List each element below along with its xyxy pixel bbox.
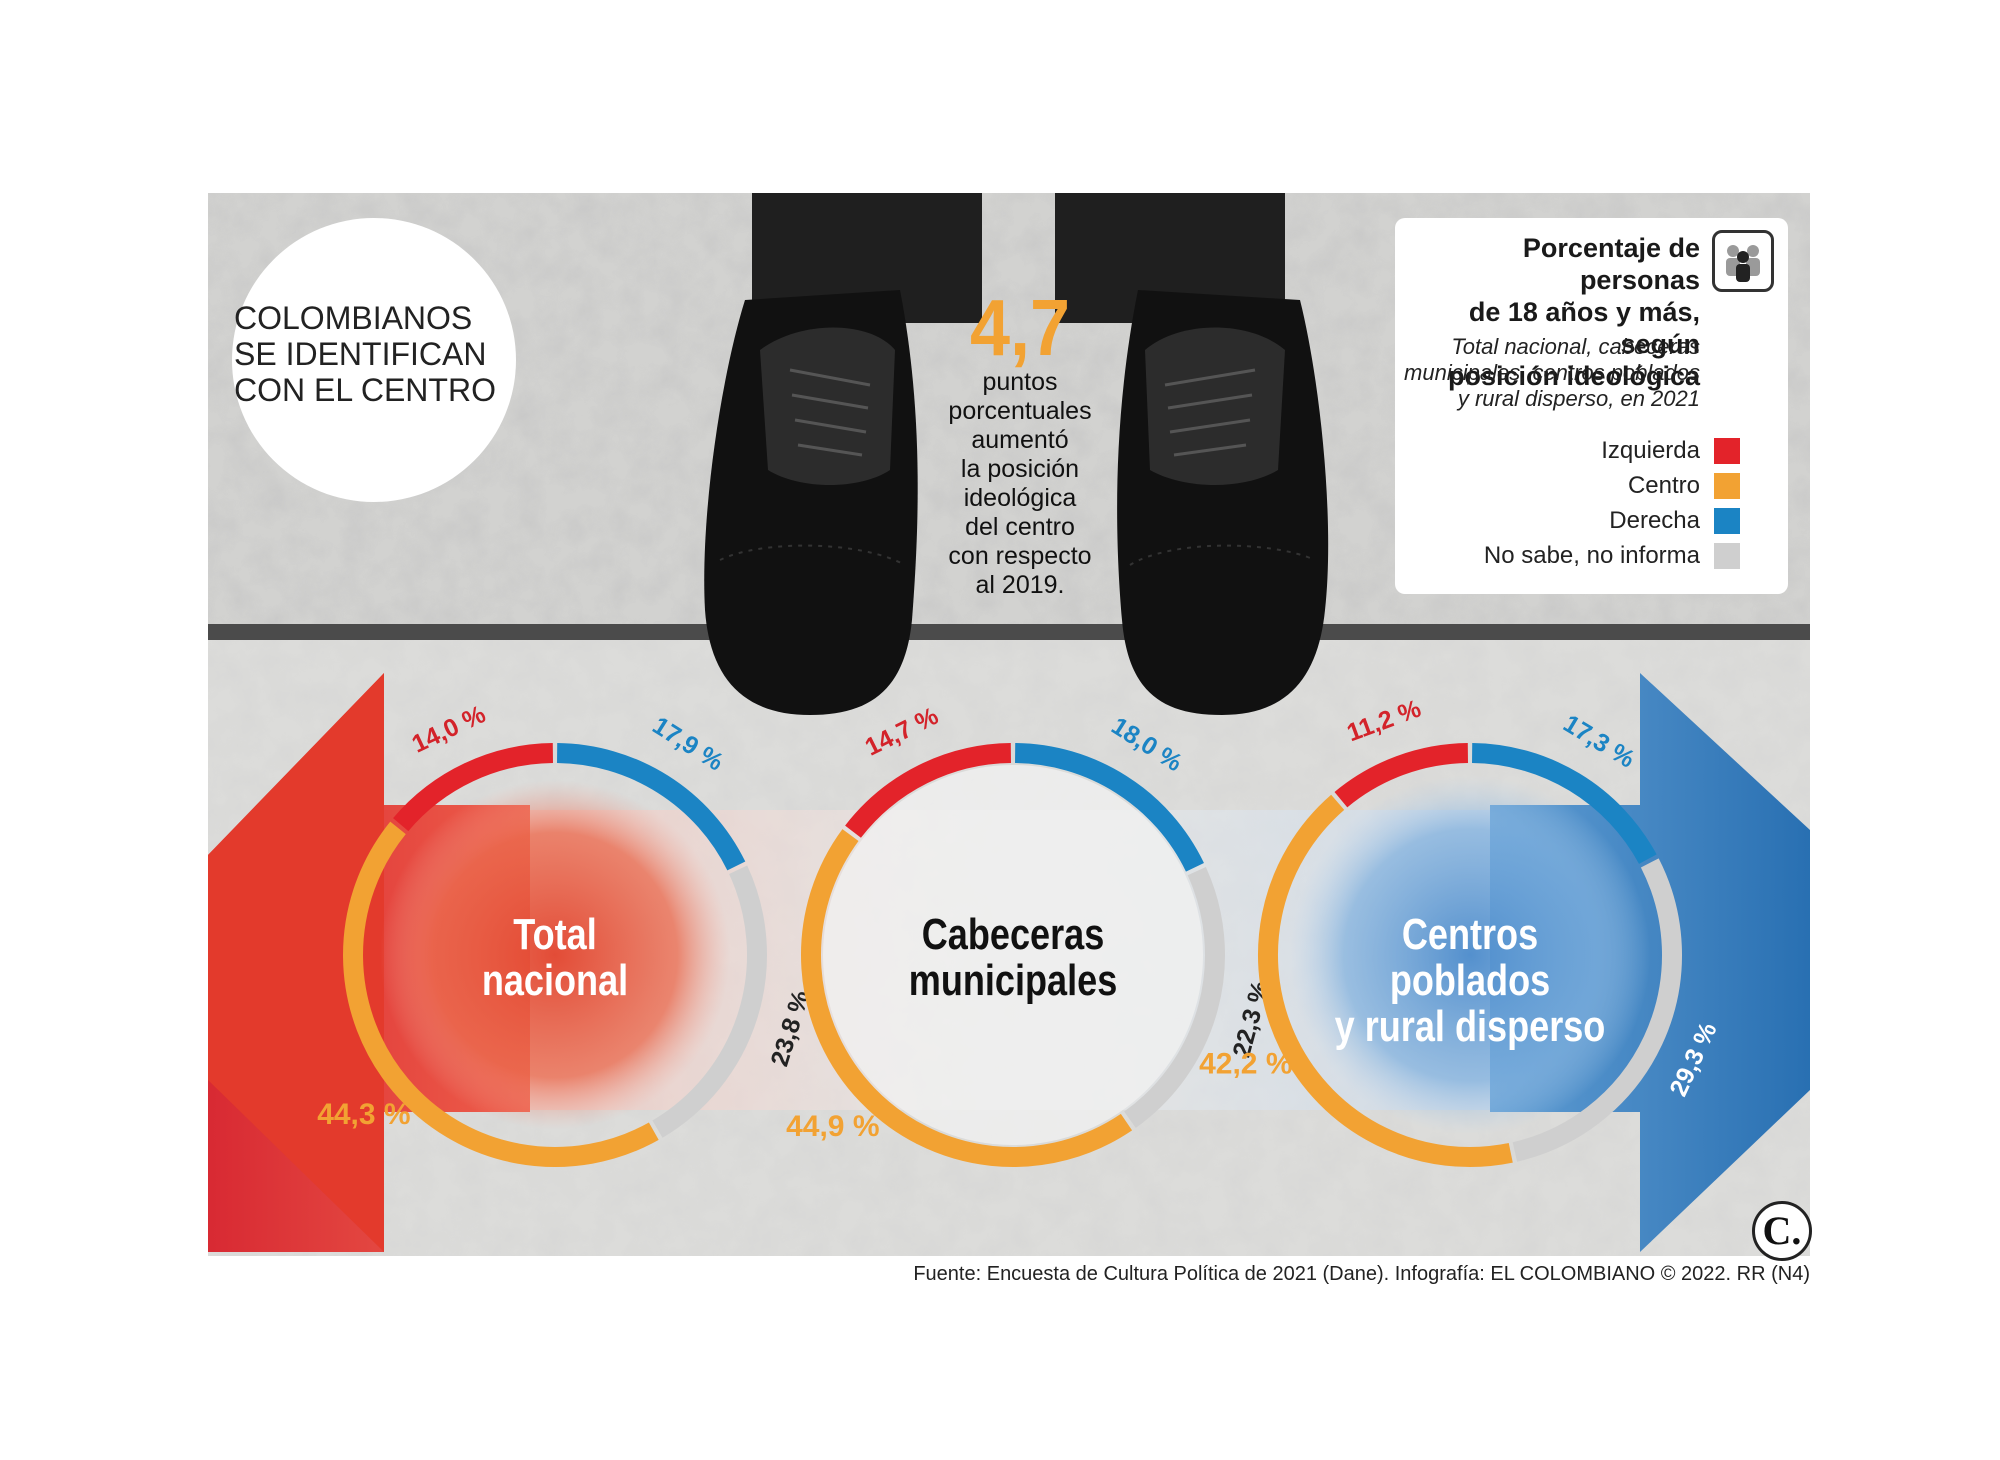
donut-label-centro: 44,9 % bbox=[786, 1110, 879, 1143]
legend-item-no-sabe: No sabe, no informa bbox=[1400, 541, 1700, 571]
donut-title-line: Total bbox=[513, 910, 597, 959]
donut-title-line: municipales bbox=[908, 956, 1118, 1005]
legend-label: No sabe, no informa bbox=[1483, 542, 1700, 569]
legend-title-line: Porcentaje de personas bbox=[1522, 233, 1700, 295]
legend-label: Derecha bbox=[1609, 507, 1700, 534]
source-note: Fuente: Encuesta de Cultura Política de … bbox=[913, 1263, 1810, 1285]
donut-label-centro: 42,2 % bbox=[1199, 1048, 1292, 1081]
shoes-illustration bbox=[704, 193, 1329, 715]
highlight-line: del centro bbox=[965, 513, 1075, 541]
donut-slice-derecha bbox=[556, 743, 746, 871]
highlight-line: aumentó bbox=[971, 426, 1069, 454]
donut-slice-no-sabe-no-informa bbox=[652, 865, 767, 1138]
legend-subtitle-line: municipales, centros poblados bbox=[1404, 360, 1700, 385]
highlight-line: ideológica bbox=[963, 484, 1077, 512]
legend-swatch bbox=[1714, 508, 1740, 534]
highlight-line: al 2019. bbox=[975, 571, 1065, 599]
donut-slice-no-sabe-no-informa bbox=[1512, 858, 1682, 1162]
legend-title-line: posición ideológica bbox=[1447, 361, 1700, 391]
donut-slice-izquierda bbox=[393, 743, 554, 832]
headline-line-3: CON EL CENTRO bbox=[234, 372, 496, 408]
headline-badge bbox=[232, 218, 516, 502]
legend-title-line: de 18 años y más, según bbox=[1468, 297, 1700, 359]
people-icon bbox=[1712, 230, 1774, 292]
donut-slice-izquierda bbox=[845, 743, 1012, 838]
highlight-line: puntos bbox=[982, 368, 1058, 396]
legend-item-centro: Centro bbox=[1400, 471, 1700, 501]
donut-title-cabeceras: Cabeceras municipales bbox=[890, 912, 1136, 1004]
white-center bbox=[823, 765, 1203, 1145]
highlight-value: 4,7 bbox=[969, 283, 1071, 372]
donut-title-centros-poblados: Centros poblados y rural disperso bbox=[1322, 912, 1617, 1050]
el-colombiano-logo: C. bbox=[1752, 1201, 1812, 1261]
legend-title: Porcentaje de personas de 18 años y más,… bbox=[1400, 232, 1700, 392]
red-glow bbox=[380, 780, 730, 1130]
donut-label-centro: 44,3 % bbox=[317, 1098, 410, 1131]
legend-subtitle-line: y rural disperso, en 2021 bbox=[1457, 386, 1700, 411]
donut-title-line: nacional bbox=[481, 956, 629, 1005]
legend-subtitle: Total nacional, cabeceras municipales, c… bbox=[1400, 334, 1700, 412]
donut-title-line: y rural disperso bbox=[1334, 1002, 1606, 1051]
legend-swatch bbox=[1714, 438, 1740, 464]
donut-slice-centro bbox=[343, 821, 659, 1167]
highlight-line: con respecto bbox=[948, 542, 1092, 570]
donut-slice-centro bbox=[801, 829, 1133, 1167]
curb-line bbox=[208, 624, 1810, 640]
donut-slice-no-sabe-no-informa bbox=[1124, 866, 1225, 1128]
donut-title-line: Cabeceras bbox=[921, 910, 1105, 959]
donut-slice-izquierda bbox=[1334, 743, 1469, 808]
legend-swatch bbox=[1714, 473, 1740, 499]
highlight-line: la posición bbox=[960, 455, 1080, 483]
headline-line-2: SE IDENTIFICAN bbox=[234, 336, 487, 372]
donut-slice-derecha bbox=[1014, 743, 1204, 872]
donut-slice-derecha bbox=[1471, 743, 1657, 864]
legend-item-derecha: Derecha bbox=[1400, 506, 1700, 536]
legend-item-izquierda: Izquierda bbox=[1400, 436, 1700, 466]
legend-swatch bbox=[1714, 543, 1740, 569]
headline-line-1: COLOMBIANOS bbox=[234, 300, 473, 336]
legend-label: Centro bbox=[1627, 472, 1700, 499]
legend-label: Izquierda bbox=[1601, 437, 1700, 464]
left-arrow-tip bbox=[208, 673, 384, 1252]
highlight-text: puntos porcentuales aumentó la posición … bbox=[930, 368, 1110, 600]
legend-subtitle-line: Total nacional, cabeceras bbox=[1451, 334, 1700, 359]
headline: COLOMBIANOS SE IDENTIFICAN CON EL CENTRO bbox=[234, 300, 524, 520]
highlight-line: porcentuales bbox=[948, 397, 1092, 425]
donut-slice-centro bbox=[1258, 794, 1513, 1167]
donut-title-total-nacional: Total nacional bbox=[432, 912, 678, 1004]
blue-glow bbox=[1290, 775, 1650, 1135]
donut-title-line: Centros poblados bbox=[1389, 910, 1551, 1005]
